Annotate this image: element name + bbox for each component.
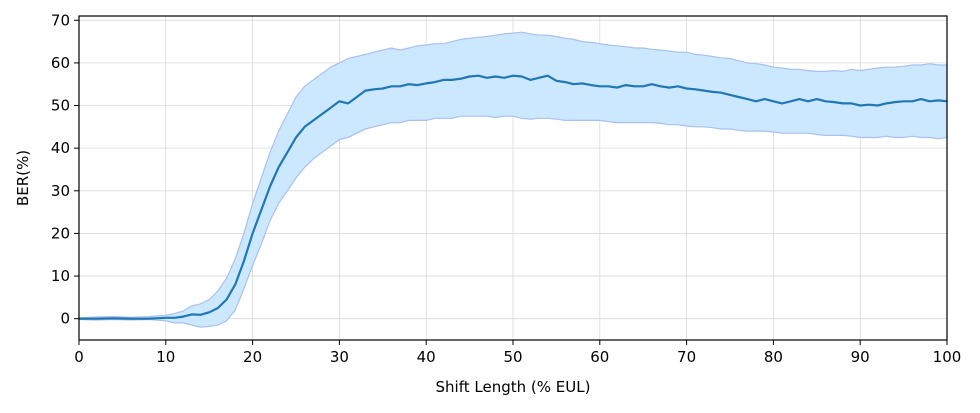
x-tick-label: 80 <box>764 348 783 366</box>
x-tick-label: 30 <box>330 348 349 366</box>
y-tick-label: 60 <box>51 54 70 72</box>
x-tick-label: 90 <box>851 348 870 366</box>
mean-line <box>79 74 948 320</box>
x-axis-title: Shift Length (% EUL) <box>436 378 591 396</box>
x-tick-label: 60 <box>590 348 609 366</box>
y-axis: 0 10 20 30 40 50 60 70 <box>51 11 79 328</box>
y-tick-label: 30 <box>51 182 70 200</box>
x-tick-label: 10 <box>156 348 175 366</box>
y-axis-title: BER(%) <box>14 150 32 206</box>
x-tick-label: 20 <box>243 348 262 366</box>
y-tick-label: 10 <box>51 267 70 285</box>
x-tick-label: 0 <box>74 348 84 366</box>
y-tick-label: 0 <box>60 310 70 328</box>
x-tick-label: 100 <box>933 348 962 366</box>
x-tick-label: 70 <box>677 348 696 366</box>
y-tick-label: 20 <box>51 224 70 242</box>
y-tick-label: 40 <box>51 139 70 157</box>
y-tick-label: 50 <box>51 97 70 115</box>
y-tick-label: 70 <box>51 11 70 29</box>
x-tick-label: 40 <box>417 348 436 366</box>
x-tick-label: 50 <box>503 348 522 366</box>
x-axis: 0 10 20 30 40 50 60 70 80 90 100 <box>74 340 961 366</box>
